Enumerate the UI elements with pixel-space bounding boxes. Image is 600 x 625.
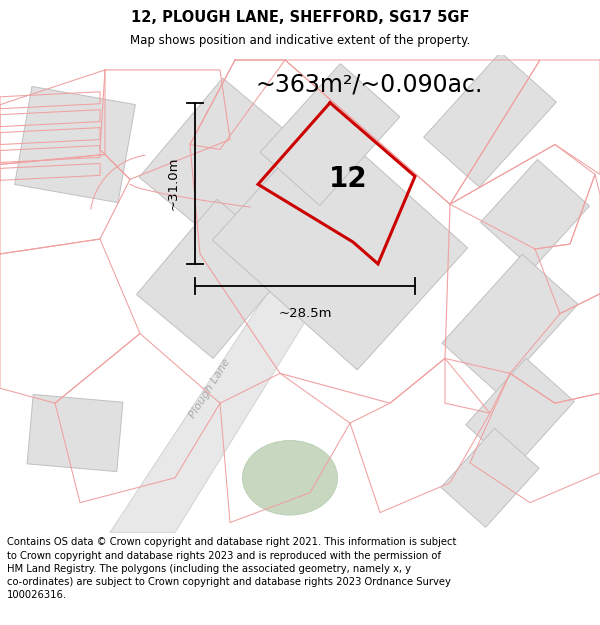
- Text: ~28.5m: ~28.5m: [278, 307, 332, 320]
- Text: ~363m²/~0.090ac.: ~363m²/~0.090ac.: [255, 73, 482, 97]
- Polygon shape: [137, 199, 293, 358]
- Polygon shape: [110, 289, 310, 532]
- Ellipse shape: [242, 441, 337, 515]
- Polygon shape: [212, 118, 467, 370]
- Text: 12, PLOUGH LANE, SHEFFORD, SG17 5GF: 12, PLOUGH LANE, SHEFFORD, SG17 5GF: [131, 10, 469, 25]
- Polygon shape: [424, 52, 556, 187]
- Text: Map shows position and indicative extent of the property.: Map shows position and indicative extent…: [130, 34, 470, 47]
- Polygon shape: [441, 428, 539, 528]
- Polygon shape: [139, 78, 311, 251]
- Text: Contains OS data © Crown copyright and database right 2021. This information is : Contains OS data © Crown copyright and d…: [7, 538, 457, 600]
- Polygon shape: [481, 159, 589, 269]
- Polygon shape: [27, 394, 123, 472]
- Text: ~31.0m: ~31.0m: [167, 157, 179, 210]
- Polygon shape: [442, 254, 578, 393]
- Text: 12: 12: [329, 166, 367, 193]
- Text: Plough Lane: Plough Lane: [188, 357, 232, 420]
- Polygon shape: [260, 64, 400, 206]
- Polygon shape: [14, 86, 136, 202]
- Polygon shape: [466, 358, 574, 468]
